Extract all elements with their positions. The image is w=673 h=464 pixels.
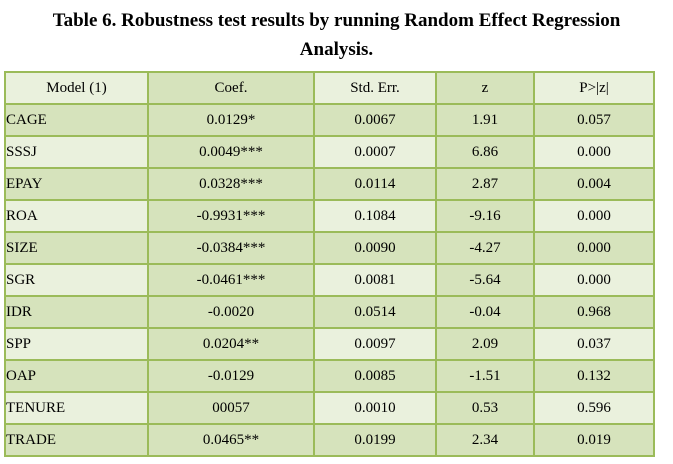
model-cell: SSSJ xyxy=(4,135,149,169)
z-cell: 2.34 xyxy=(435,423,535,457)
model-cell: TENURE xyxy=(4,391,149,425)
stderr-cell: 0.0081 xyxy=(313,263,437,297)
coef-cell: 0.0049*** xyxy=(147,135,315,169)
coef-cell: -0.0020 xyxy=(147,295,315,329)
model-cell: EPAY xyxy=(4,167,149,201)
stderr-cell: 0.0085 xyxy=(313,359,437,393)
p-cell: 0.019 xyxy=(533,423,655,457)
p-cell: 0.000 xyxy=(533,199,655,233)
results-table: Model (1) Coef. Std. Err. z P>|z| CAGE 0.… xyxy=(4,71,655,457)
stderr-cell: 0.0090 xyxy=(313,231,437,265)
model-cell: OAP xyxy=(4,359,149,393)
stderr-cell: 0.0010 xyxy=(313,391,437,425)
stderr-cell: 0.1084 xyxy=(313,199,437,233)
coef-cell: 0.0204** xyxy=(147,327,315,361)
table-row: EPAY 0.0328*** 0.0114 2.87 0.004 xyxy=(4,167,655,201)
coef-cell: -0.0129 xyxy=(147,359,315,393)
table-row: SIZE -0.0384*** 0.0090 -4.27 0.000 xyxy=(4,231,655,265)
z-cell: -5.64 xyxy=(435,263,535,297)
z-cell: 2.09 xyxy=(435,327,535,361)
coef-cell: 0.0328*** xyxy=(147,167,315,201)
table-row: TENURE 00057 0.0010 0.53 0.596 xyxy=(4,391,655,425)
table-row: SPP 0.0204** 0.0097 2.09 0.037 xyxy=(4,327,655,361)
p-cell: 0.000 xyxy=(533,263,655,297)
table-title-line1: Table 6. Robustness test results by runn… xyxy=(52,10,621,31)
stderr-cell: 0.0097 xyxy=(313,327,437,361)
table-row: SGR -0.0461*** 0.0081 -5.64 0.000 xyxy=(4,263,655,297)
z-cell: -9.16 xyxy=(435,199,535,233)
model-cell: CAGE xyxy=(4,103,149,137)
p-cell: 0.000 xyxy=(533,231,655,265)
model-cell: SPP xyxy=(4,327,149,361)
header-p: P>|z| xyxy=(533,71,655,105)
stderr-cell: 0.0199 xyxy=(313,423,437,457)
p-cell: 0.037 xyxy=(533,327,655,361)
z-cell: 1.91 xyxy=(435,103,535,137)
table-row: IDR -0.0020 0.0514 -0.04 0.968 xyxy=(4,295,655,329)
table-row: SSSJ 0.0049*** 0.0007 6.86 0.000 xyxy=(4,135,655,169)
table-row: CAGE 0.0129* 0.0067 1.91 0.057 xyxy=(4,103,655,137)
table-row: OAP -0.0129 0.0085 -1.51 0.132 xyxy=(4,359,655,393)
z-cell: -0.04 xyxy=(435,295,535,329)
coef-cell: 0.0129* xyxy=(147,103,315,137)
coef-cell: -0.9931*** xyxy=(147,199,315,233)
header-row: Model (1) Coef. Std. Err. z P>|z| xyxy=(4,71,655,105)
z-cell: 0.53 xyxy=(435,391,535,425)
coef-cell: -0.0461*** xyxy=(147,263,315,297)
coef-cell: 00057 xyxy=(147,391,315,425)
p-cell: 0.000 xyxy=(533,135,655,169)
stderr-cell: 0.0067 xyxy=(313,103,437,137)
header-stderr: Std. Err. xyxy=(313,71,437,105)
header-model: Model (1) xyxy=(4,71,149,105)
stderr-cell: 0.0007 xyxy=(313,135,437,169)
table-row: ROA -0.9931*** 0.1084 -9.16 0.000 xyxy=(4,199,655,233)
z-cell: -1.51 xyxy=(435,359,535,393)
table-title: Table 6. Robustness test results by runn… xyxy=(0,0,673,64)
model-cell: SGR xyxy=(4,263,149,297)
header-coef: Coef. xyxy=(147,71,315,105)
model-cell: SIZE xyxy=(4,231,149,265)
model-cell: ROA xyxy=(4,199,149,233)
table-row: TRADE 0.0465** 0.0199 2.34 0.019 xyxy=(4,423,655,457)
stderr-cell: 0.0514 xyxy=(313,295,437,329)
header-z: z xyxy=(435,71,535,105)
p-cell: 0.057 xyxy=(533,103,655,137)
p-cell: 0.132 xyxy=(533,359,655,393)
coef-cell: -0.0384*** xyxy=(147,231,315,265)
z-cell: 2.87 xyxy=(435,167,535,201)
p-cell: 0.596 xyxy=(533,391,655,425)
model-cell: TRADE xyxy=(4,423,149,457)
table-title-line2: Analysis. xyxy=(299,39,374,60)
z-cell: 6.86 xyxy=(435,135,535,169)
p-cell: 0.004 xyxy=(533,167,655,201)
z-cell: -4.27 xyxy=(435,231,535,265)
p-cell: 0.968 xyxy=(533,295,655,329)
coef-cell: 0.0465** xyxy=(147,423,315,457)
stderr-cell: 0.0114 xyxy=(313,167,437,201)
model-cell: IDR xyxy=(4,295,149,329)
